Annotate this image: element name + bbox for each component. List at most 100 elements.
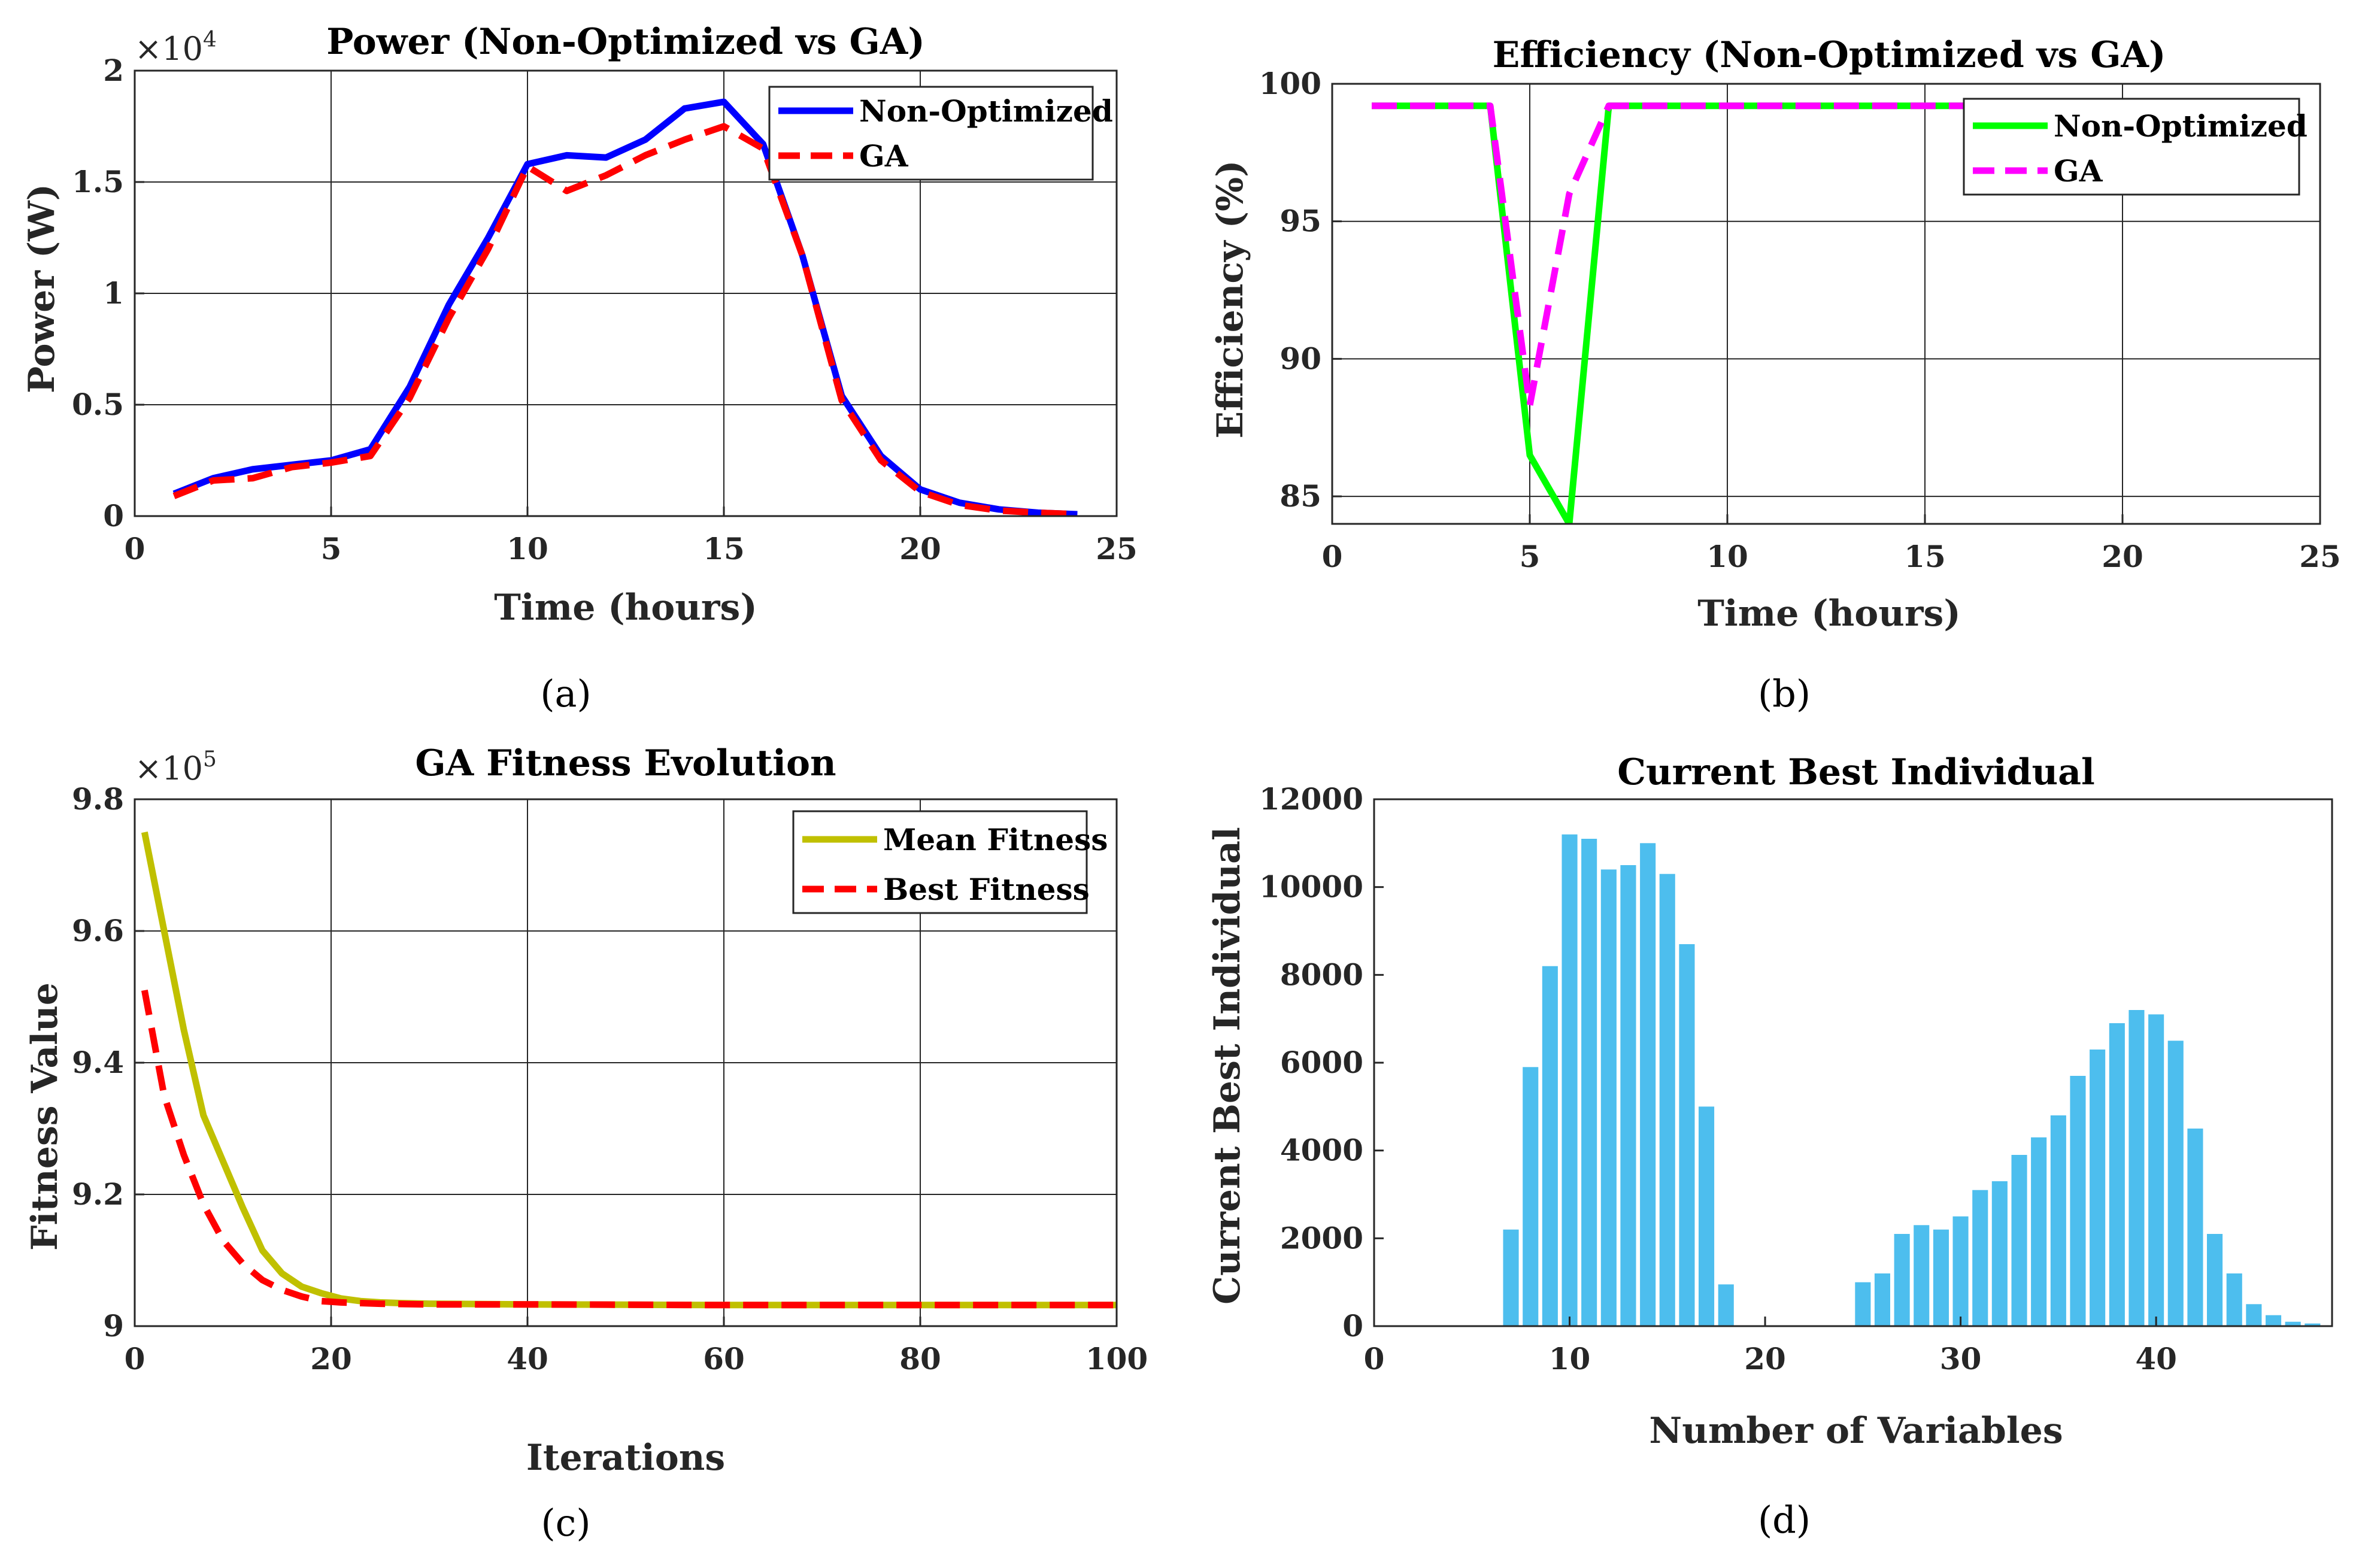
panel-c-xtick-label: 20	[310, 1341, 352, 1376]
panel-a-xtick-label: 0	[125, 531, 145, 566]
panel-a-xtick-label: 10	[507, 531, 548, 566]
panel-d-bar	[2246, 1304, 2262, 1326]
panel-b-legend-label-ga: GA	[2054, 153, 2103, 189]
panel-d-ytick-label: 2000	[1280, 1220, 1363, 1255]
panel-d-bar	[1523, 1067, 1539, 1326]
panel-a-ytick-label: 1.5	[72, 164, 124, 199]
panel-b-xtick-label: 5	[1520, 539, 1541, 574]
panel-b-ytick-label: 85	[1279, 478, 1321, 514]
panel-d-xtick-label: 20	[1744, 1341, 1786, 1376]
panel-d-bar	[2285, 1321, 2301, 1326]
panel-d-bar	[1620, 865, 1636, 1326]
panel-d-bar	[1640, 843, 1656, 1326]
panel-b-ylabel: Efficiency (%)	[1209, 160, 1251, 439]
panel-d-ytick-label: 12000	[1259, 781, 1363, 817]
panel-a-ytick-label: 0.5	[72, 387, 124, 422]
panel-c-ylabel: Fitness Value	[24, 982, 66, 1251]
panel-d-bar	[2305, 1323, 2321, 1326]
panel-d-xtick-label: 0	[1364, 1341, 1385, 1376]
panel-d-bar	[2011, 1155, 2027, 1326]
panel-d-ytick-label: 10000	[1259, 869, 1363, 905]
panel-b-ytick-label: 100	[1259, 66, 1321, 101]
panel-c-ytick-label: 9	[103, 1308, 124, 1343]
panel-a-legend: Non-Optimized GA	[768, 86, 1113, 181]
panel-d-bar	[2187, 1129, 2203, 1326]
panel-b-xtick-label: 20	[2102, 539, 2143, 574]
panel-d-bar	[2109, 1023, 2125, 1326]
panel-d-bar	[1561, 834, 1578, 1326]
panel-d-bar	[2128, 1010, 2145, 1326]
panel-d-bar	[1542, 966, 1558, 1326]
panel-b-axes-frame	[1331, 83, 2321, 525]
panel-c-ytick-label: 9.4	[72, 1045, 124, 1080]
panel-c-ytick-label: 9.8	[72, 781, 124, 817]
panel-d-bar-chart: 0 10 20 30 40 0 2000 4000 6000 8000 10000 12000 Cur…	[1206, 751, 2333, 1542]
panel-d-bar	[1718, 1284, 1734, 1326]
panel-b-xtick-label: 10	[1706, 539, 1748, 574]
panel-a-legend-label-ga: GA	[859, 138, 909, 174]
panel-d-bar	[1991, 1181, 2008, 1326]
panel-a-ylabel: Power (W)	[21, 184, 63, 393]
panel-b-xtick-label: 25	[2299, 539, 2341, 574]
panel-c-legend-label-best: Best Fitness	[883, 872, 1090, 907]
panel-c-xtick-label: 60	[703, 1341, 745, 1376]
panel-d-bar	[2226, 1273, 2242, 1326]
panel-d-bar	[1894, 1234, 1910, 1326]
panel-a-label: (a)	[540, 672, 591, 715]
panel-b-ytick-label: 95	[1279, 204, 1321, 239]
panel-c-fitness-chart: 0 20 40 60 80 100 9 9.2 9.4 9.6 9.8 GA Fitness Evo…	[24, 742, 1148, 1545]
panel-c-xtick-label: 100	[1086, 1341, 1148, 1376]
panel-d-bar	[2090, 1050, 2106, 1326]
panel-a-legend-label-non-optimized: Non-Optimized	[859, 93, 1113, 129]
panel-a-exponent: ×104	[135, 28, 217, 68]
panel-c-legend-label-mean: Mean Fitness	[883, 822, 1108, 857]
panel-d-bar	[2070, 1076, 2086, 1326]
panel-d-bar	[1874, 1273, 1890, 1326]
panel-c-xlabel: Iterations	[526, 1437, 725, 1479]
panel-c-series-best-fitness-line	[141, 989, 1117, 1309]
panel-a-xtick-label: 25	[1096, 531, 1138, 566]
panel-d-bar	[1503, 1229, 1519, 1326]
panel-d-bar	[2167, 1041, 2184, 1326]
panel-a-legend-box	[768, 86, 1094, 181]
panel-a-ytick-label: 0	[103, 498, 124, 533]
panel-a-xtick-label: 20	[899, 531, 941, 566]
panel-d-bar	[1952, 1216, 1969, 1326]
panel-b-xtick-label: 0	[1322, 539, 1343, 574]
panel-d-xlabel: Number of Variables	[1649, 1410, 2063, 1452]
panel-b-xtick-label: 15	[1904, 539, 1946, 574]
panel-c-exponent: ×105	[135, 747, 217, 787]
panel-d-bar	[1933, 1229, 1949, 1326]
panel-a-marks	[172, 98, 1078, 516]
panel-d-bar	[1699, 1106, 1715, 1326]
panel-d-ytick-label: 6000	[1280, 1045, 1363, 1080]
panel-a-ytick-label: 2	[103, 53, 124, 88]
panel-c-xtick-label: 80	[899, 1341, 941, 1376]
panel-d-ylabel: Current Best Individual	[1206, 827, 1248, 1305]
panel-d-bar	[2266, 1315, 2282, 1326]
panel-d-bar	[1679, 944, 1695, 1326]
panel-d-ytick-label: 0	[1342, 1308, 1363, 1343]
panel-d-label: (d)	[1758, 1498, 1811, 1542]
panel-c-ytick-label: 9.6	[72, 913, 124, 948]
panel-b-legend-box	[1963, 98, 2300, 196]
panel-d-plot-area: 0 10 20 30 40 0 2000 4000 6000 8000 10000 12000	[1259, 781, 2333, 1376]
panel-b-title: Efficiency (Non-Optimized vs GA)	[1493, 34, 2166, 76]
panel-d-bar	[2031, 1137, 2047, 1326]
panel-d-bar	[2050, 1115, 2066, 1326]
panel-d-ytick-label: 8000	[1280, 957, 1363, 992]
panel-d-xtick-label: 10	[1549, 1341, 1591, 1376]
panel-d-ytick-label: 4000	[1280, 1133, 1363, 1168]
panel-a-xlabel: Time (hours)	[494, 587, 757, 629]
panel-a-power-chart: 0 5 10 15 20 25 0 0.5 1 1.5 2 Power (Non-Optimized…	[21, 21, 1138, 715]
panel-a-ytick-label: 1	[103, 275, 124, 311]
panel-c-xtick-label: 0	[125, 1341, 145, 1376]
panel-b-ytick-label: 90	[1279, 341, 1321, 376]
panel-d-bar	[1914, 1225, 1930, 1326]
panel-d-title: Current Best Individual	[1617, 751, 2095, 793]
panel-b-legend-label-non-optimized: Non-Optimized	[2054, 108, 2308, 144]
panel-d-bar	[1659, 874, 1675, 1326]
panel-c-ytick-label: 9.2	[72, 1176, 124, 1212]
panel-c-marks	[141, 831, 1117, 1309]
panel-b-efficiency-chart: 0 5 10 15 20 25 85 90 95 100 Efficiency (Non-Opti…	[1209, 34, 2341, 715]
